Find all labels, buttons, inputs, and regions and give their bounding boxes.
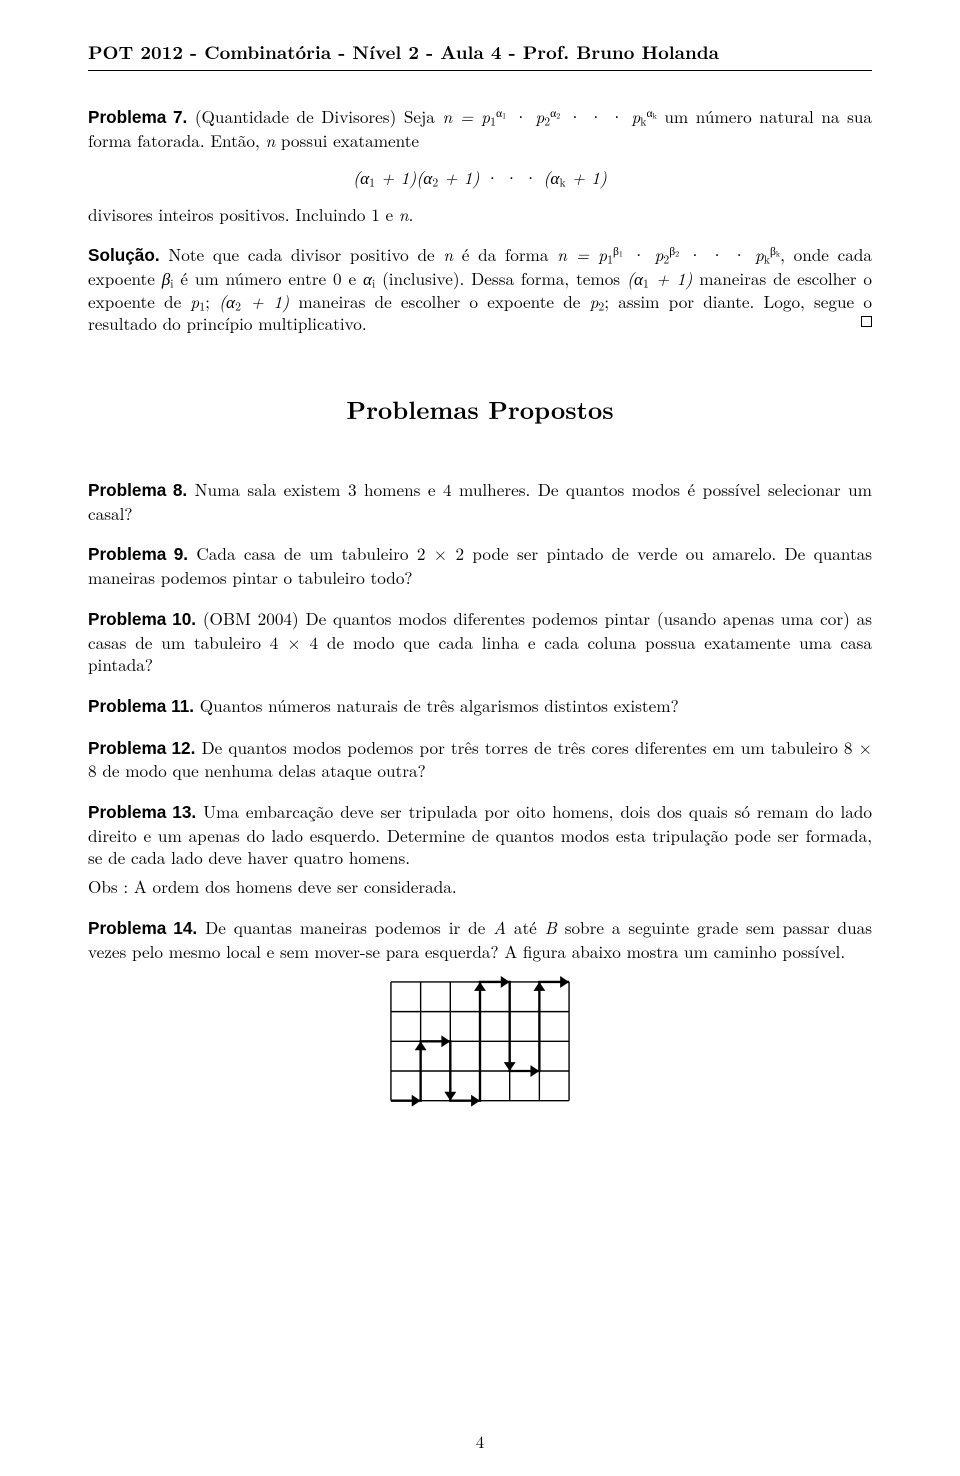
problem-13: Problema 13. Uma embarcação deve ser tri…: [88, 800, 872, 898]
math-inline: n = p1β1 · p2β2 · · · pkβk: [557, 242, 780, 266]
problem-7: Problema 7. (Quantidade de Divisores) Se…: [88, 105, 872, 225]
problem-9-text: Cada casa de um tabuleiro 2 × 2 pode ser…: [88, 541, 872, 589]
solution-text-d: é um número entre 0 e: [174, 266, 363, 290]
display-math: (α1 + 1)(α2 + 1) · · · (αk + 1): [88, 166, 872, 189]
problem-11: Problema 11. Quantos números naturais de…: [88, 694, 872, 718]
problem-7-label: Problema 7.: [88, 107, 187, 127]
grid-figure: [88, 976, 872, 1111]
qed-icon: [861, 316, 872, 327]
math-inline: p2: [590, 289, 605, 313]
grid-path-diagram: [385, 976, 575, 1107]
math-inline: p1: [190, 289, 205, 313]
math-inline: n: [443, 242, 453, 266]
problem-7-text-a: (Quantidade de Divisores) Seja: [187, 104, 442, 128]
problem-12-text: De quantos modos podemos por três torres…: [88, 735, 872, 783]
section-heading: Problemas Propostos: [88, 393, 872, 426]
math-inline: B: [545, 915, 557, 939]
solution-text-e: (inclusive). Dessa forma, temos: [375, 266, 627, 290]
math-inline: A: [493, 915, 506, 939]
problem-8-text: Numa sala existem 3 homens e 4 mulheres.…: [88, 477, 872, 525]
problem-12-label: Problema 12.: [88, 738, 195, 758]
solution-label: Solução.: [88, 245, 160, 265]
problem-14: Problema 14. De quantas maneiras podemos…: [88, 916, 872, 1112]
problem-14-text-a: De quantas maneiras podemos ir de: [197, 915, 493, 939]
problem-7-text-d: divisores inteiros positivos. Incluindo …: [88, 202, 399, 226]
problem-12: Problema 12. De quantos modos podemos po…: [88, 736, 872, 782]
math-inline: αi: [363, 266, 375, 290]
problem-13-obs: Obs : A ordem dos homens deve ser consid…: [88, 875, 872, 898]
math-inline: (α1 + 1): [627, 266, 693, 290]
math-inline: n: [266, 128, 276, 152]
page-number: 4: [0, 1430, 960, 1452]
problem-13-text: Uma embarcação deve ser tripulada por oi…: [88, 799, 872, 869]
problem-9-label: Problema 9.: [88, 544, 188, 564]
math-inline: n = p1α1 · p2α2 · · · pkαk: [442, 104, 656, 128]
problem-10-text: (OBM 2004) De quantos modos diferentes p…: [88, 606, 872, 676]
problem-7-text-c: possui exatamente: [275, 128, 419, 152]
problem-11-text: Quantos números naturais de três algaris…: [194, 693, 679, 717]
problem-10-label: Problema 10.: [88, 609, 196, 629]
problem-13-label: Problema 13.: [88, 802, 196, 822]
solution-text-g: maneiras de escolher o expoente de: [289, 289, 589, 313]
problem-14-text-b: até: [506, 915, 545, 939]
math-inline: n: [399, 202, 409, 226]
problem-11-label: Problema 11.: [88, 696, 194, 716]
problem-8: Problema 8. Numa sala existem 3 homens e…: [88, 478, 872, 524]
solution-text-b: é da forma: [453, 242, 557, 266]
problem-9: Problema 9. Cada casa de um tabuleiro 2 …: [88, 542, 872, 588]
solution-block: Solução. Note que cada divisor positivo …: [88, 243, 872, 335]
math-inline: βi: [162, 266, 174, 290]
page-header: POT 2012 - Combinatória - Nível 2 - Aula…: [88, 40, 872, 71]
problem-8-label: Problema 8.: [88, 480, 187, 500]
math-inline: (α2 + 1): [219, 289, 289, 313]
problem-14-label: Problema 14.: [88, 918, 197, 938]
solution-text-a: Note que cada divisor positivo de: [160, 242, 444, 266]
problem-10: Problema 10. (OBM 2004) De quantos modos…: [88, 607, 872, 676]
